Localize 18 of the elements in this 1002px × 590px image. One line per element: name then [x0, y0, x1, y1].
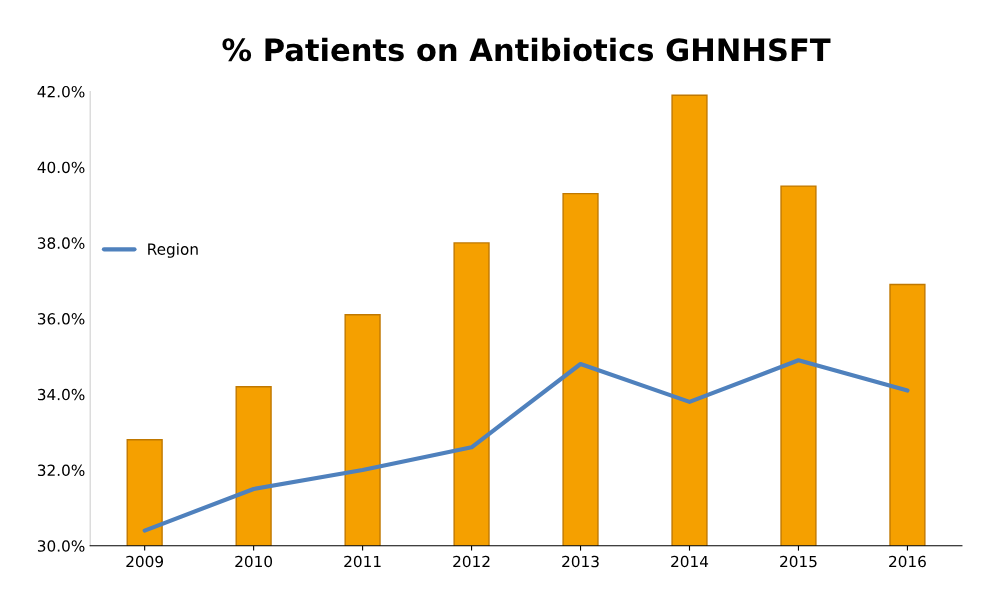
y-tick-label: 38.0% — [37, 237, 85, 249]
x-tick-label: 2014 — [671, 555, 709, 568]
legend-label: Region — [148, 243, 198, 258]
x-tick-label: 2009 — [126, 555, 164, 568]
x-tick-label: 2015 — [780, 555, 817, 568]
x-tick-label: 2012 — [453, 555, 490, 568]
x-tick-label: 2011 — [344, 555, 381, 568]
y-tick-label: 32.0% — [37, 464, 85, 477]
x-tick-label: 2016 — [889, 555, 926, 568]
y-tick-label: 30.0% — [37, 540, 85, 552]
x-tick-label: 2013 — [562, 555, 599, 568]
chart-title: % Patients on Antibiotics GHNHSFT — [222, 37, 831, 62]
y-tick-label: 36.0% — [37, 313, 85, 325]
y-tick-label: 34.0% — [37, 388, 85, 401]
y-tick-label: 40.0% — [37, 161, 85, 174]
y-tick-label: 42.0% — [37, 85, 85, 98]
x-tick-label: 2010 — [235, 555, 273, 568]
line-series — [142, 358, 910, 533]
